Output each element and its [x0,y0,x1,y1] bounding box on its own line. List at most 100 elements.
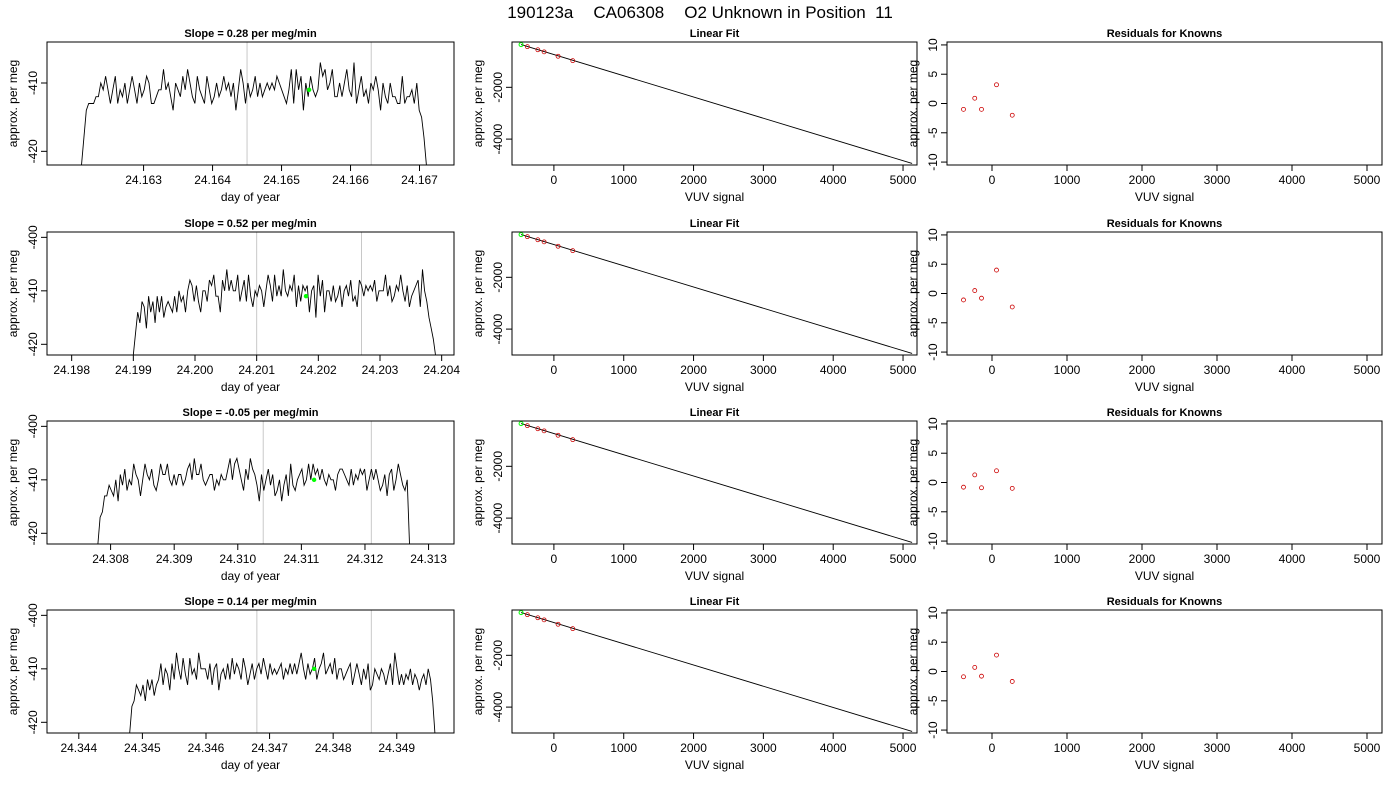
row1-fit-known-point [524,44,530,50]
row3-timeseries-title: Slope = -0.05 per meg/min [182,407,318,419]
row1-timeseries-xtick-label: 24.163 [125,173,162,187]
row2-fit-known-point [570,248,576,254]
row2-fit-xtick-label: 4000 [820,363,847,377]
row2-fit-known-point [524,234,530,240]
row3-timeseries-ytick-label: -410 [26,467,40,491]
row1-residuals-xlabel: VUV signal [1135,190,1194,204]
row4-fit-fit-line [520,612,913,732]
row4-timeseries-xtick-label: 24.346 [188,741,225,755]
row1-residuals-xtick-label: 1000 [1054,173,1081,187]
row1-fit-known-point [541,49,547,55]
row3-residuals-residual-point [994,468,999,474]
row4-timeseries-xlabel: day of year [221,758,280,772]
row3-residuals-residual-point [961,484,966,490]
row2-residuals-ytick-label: 5 [926,261,940,268]
row2-timeseries-xtick-label: 24.203 [362,363,399,377]
row3-residuals-residual-point [1009,485,1015,491]
row2-residuals-ytick-label: -5 [926,317,940,328]
row3-fit-unknown-point [518,421,524,427]
row4-timeseries-xtick-label: 24.348 [315,741,352,755]
row4-fit-ytick-label: -4000 [491,691,505,722]
row1-timeseries-xtick-label: 24.166 [332,173,369,187]
row2-timeseries-xtick-label: 24.199 [115,363,152,377]
row3-fit-known-point [535,426,541,432]
row1-fit-xtick-label: 4000 [820,173,847,187]
row2-fit-frame [511,231,918,356]
row1-fit-title: Linear Fit [690,28,740,40]
row3-fit-xtick-label: 5000 [890,552,917,566]
row2-residuals-xtick-label: 3000 [1204,363,1231,377]
row3-fit-xtick-label: 2000 [680,552,707,566]
row2-fit-xtick-label: 5000 [890,363,917,377]
row3-residuals-xtick-label: 1000 [1054,552,1081,566]
row2-timeseries-ylabel: approx. per meg [6,250,20,337]
row2-fit-ytick-label: -4000 [491,313,505,344]
row2-fit-xtick-label: 2000 [680,363,707,377]
row3-timeseries-xtick-label: 24.308 [92,552,129,566]
row4-timeseries-ylabel: approx. per meg [6,628,20,715]
row2-fit-xtick-label: 0 [551,363,558,377]
row3-timeseries-xtick-label: 24.312 [347,552,384,566]
figure-title: 190123a CA06308 O2 Unknown in Position 1… [0,0,1400,26]
row2-timeseries-trace-line [132,269,436,355]
row2-residuals-xtick-label: 0 [989,363,996,377]
row1-fit-ylabel: approx. per meg [471,60,485,147]
row2-fit-ytick-label: -2000 [491,262,505,293]
row3-residuals-ytick-label: 10 [926,417,940,431]
row1-residuals-xtick-label: 5000 [1354,173,1381,187]
row3-fit-xlabel: VUV signal [685,569,744,583]
row3-fit-xtick-label: 4000 [820,552,847,566]
row3-timeseries-xtick-label: 24.310 [219,552,256,566]
row2-residuals-title: Residuals for Knowns [1107,218,1223,230]
row1-fit-xtick-label: 1000 [610,173,637,187]
row2-residuals-xtick-label: 2000 [1129,363,1156,377]
row2-timeseries-xlabel: day of year [221,380,280,394]
row1-residuals-residual-point [972,95,978,101]
row3-fit-known-point [570,437,576,443]
row3-residuals-ytick-label: 5 [926,450,940,457]
tank-id: CA06308 [593,3,665,22]
row3-residuals-xtick-label: 5000 [1354,552,1381,566]
row2-timeseries-xtick-label: 24.202 [300,363,337,377]
row1-residuals-residual-point [961,106,966,112]
row4-fit-xtick-label: 5000 [890,741,917,755]
row2-residuals-xtick-label: 5000 [1354,363,1381,377]
row3-timeseries-trace-line [97,456,410,544]
row4-timeseries-xtick-label: 24.347 [251,741,288,755]
row4-fit-unknown-point [518,610,524,616]
row3-residuals-ytick-label: -5 [926,506,940,517]
row4-timeseries-xtick-label: 24.344 [60,741,97,755]
row3-residuals-residual-point [972,472,978,478]
row1-fit-known-point [535,47,541,53]
row2-fit-known-point [535,237,541,243]
row4-fit-xtick-label: 0 [551,741,558,755]
row2-timeseries-xtick-label: 24.201 [238,363,275,377]
row3-timeseries-marker-point [311,477,317,483]
row4-timeseries-ytick-label: -420 [26,710,40,734]
row2-timeseries-xtick-label: 24.200 [177,363,214,377]
row4-timeseries-ytick-label: -400 [26,603,40,627]
row1-residuals-ytick-label: 0 [926,100,940,107]
row4-residuals-ytick-label: 10 [926,606,940,620]
row2-fit-fit-line [520,234,913,354]
row3-fit-xtick-label: 1000 [610,552,637,566]
row2-timeseries-frame [46,231,455,356]
row2-residuals-xtick-label: 4000 [1279,363,1306,377]
row4-residuals-xtick-label: 3000 [1204,741,1231,755]
row4-residuals-ytick-label: 5 [926,639,940,646]
row2-timeseries-xtick-label: 24.198 [53,363,90,377]
row4-residuals-xtick-label: 1000 [1054,741,1081,755]
row4-residuals-xtick-label: 0 [989,741,996,755]
row2-residuals-residual-point [1009,304,1015,310]
row2-timeseries-marker-point [303,293,309,299]
row3-fit-fit-line [520,423,913,543]
row1-fit-unknown-point [518,42,524,48]
row1-residuals-ytick-label: 10 [926,38,940,52]
row1-timeseries-title: Slope = 0.28 per meg/min [184,28,317,40]
row4-timeseries-marker-point [311,666,317,672]
row4-fit-ylabel: approx. per meg [471,628,485,715]
row1-timeseries-ytick-label: -420 [26,139,40,163]
row2-residuals-residual-point [994,267,999,273]
row3-fit-known-point [524,423,530,429]
